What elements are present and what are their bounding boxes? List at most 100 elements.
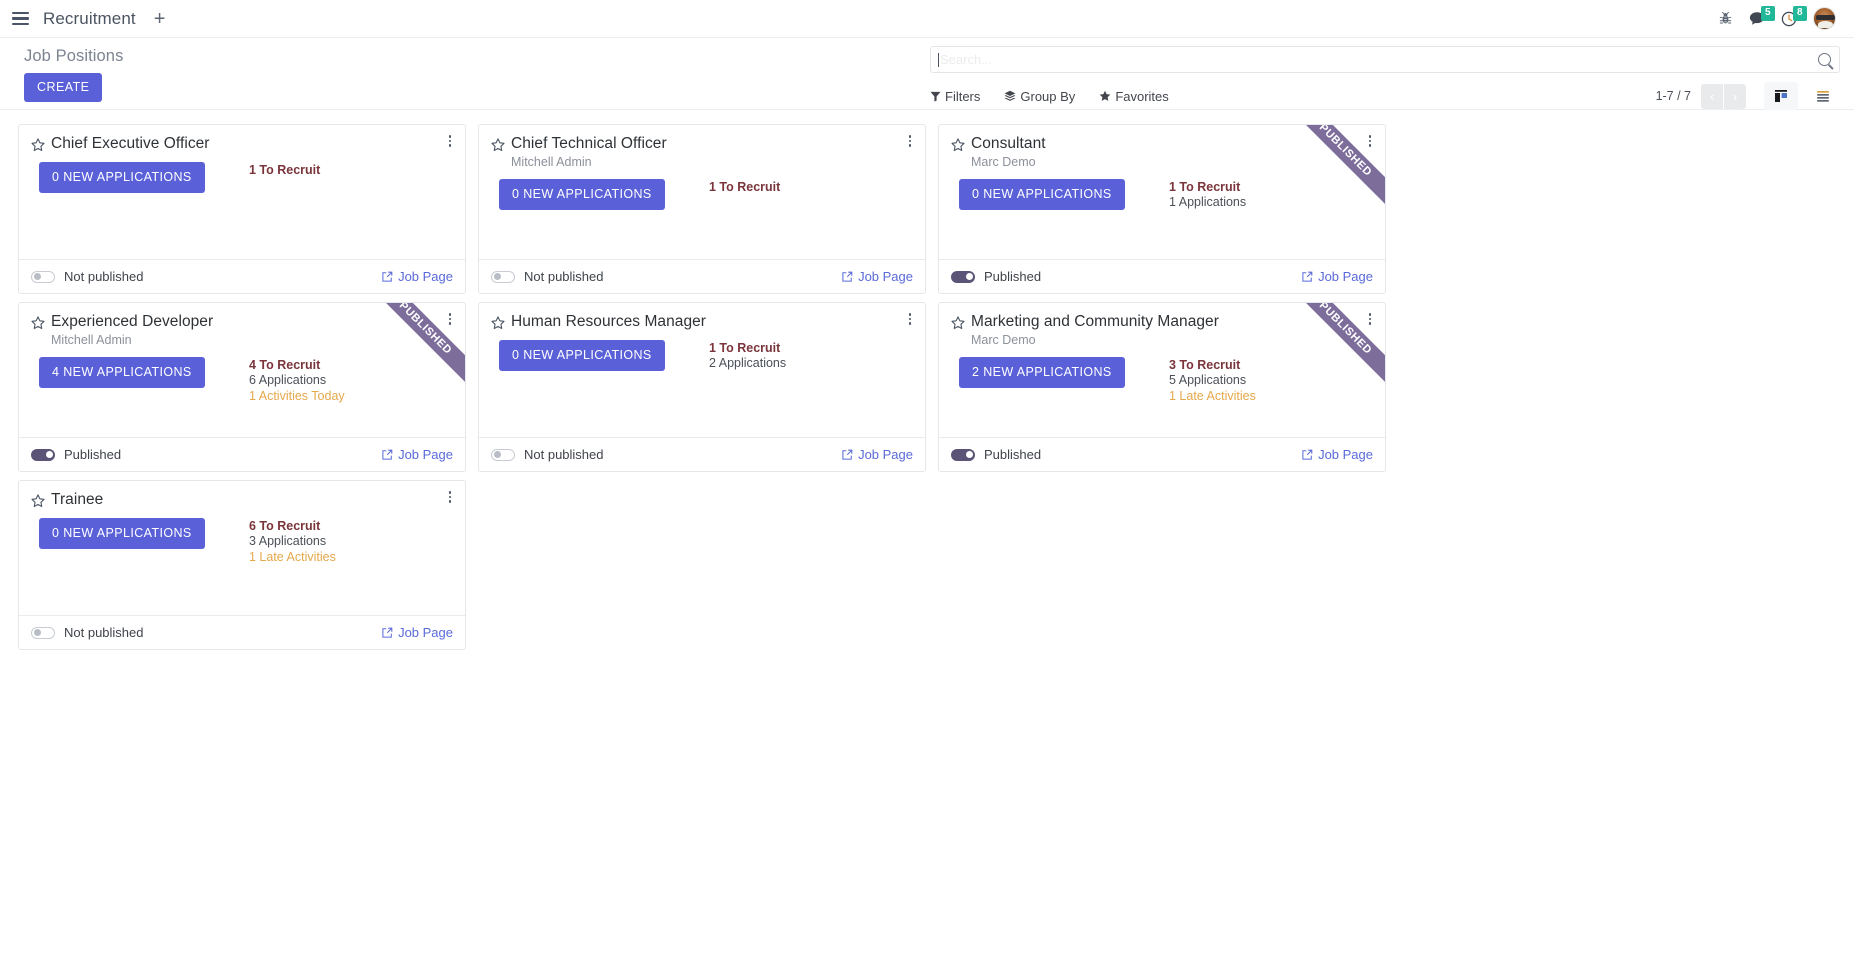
applications-stat[interactable]: 2 Applications bbox=[709, 356, 787, 371]
card-actions: 0 NEW APPLICATIONS bbox=[491, 178, 709, 210]
job-position-card-5[interactable]: PUBLISHED Marketing and Community Manage… bbox=[938, 302, 1386, 472]
card-content: 2 NEW APPLICATIONS 3 To Recruit 5 Applic… bbox=[951, 356, 1373, 405]
job-page-link[interactable]: Job Page bbox=[381, 625, 453, 640]
plus-icon[interactable]: + bbox=[153, 7, 166, 30]
list-view-button[interactable] bbox=[1806, 82, 1840, 110]
new-applications-button[interactable]: 0 NEW APPLICATIONS bbox=[499, 178, 665, 210]
card-menu-icon[interactable] bbox=[903, 133, 917, 149]
hamburger-icon[interactable] bbox=[12, 12, 29, 25]
navbar-left: Recruitment + bbox=[12, 9, 169, 29]
publish-label: Not published bbox=[524, 447, 604, 462]
publish-toggle[interactable] bbox=[491, 270, 515, 283]
card-menu-icon[interactable] bbox=[443, 489, 457, 505]
card-title: Trainee bbox=[51, 491, 104, 508]
to-recruit-stat[interactable]: 1 To Recruit bbox=[1169, 179, 1241, 194]
activities-stat[interactable]: 1 Late Activities bbox=[249, 550, 336, 565]
job-page-label: Job Page bbox=[398, 447, 453, 462]
job-page-link[interactable]: Job Page bbox=[1301, 447, 1373, 462]
job-position-card-4[interactable]: Human Resources Manager 0 NEW APPLICATIO… bbox=[478, 302, 926, 472]
new-applications-button[interactable]: 0 NEW APPLICATIONS bbox=[39, 161, 205, 193]
card-content: 0 NEW APPLICATIONS 6 To Recruit 3 Applic… bbox=[31, 517, 453, 566]
to-recruit-stat[interactable]: 3 To Recruit bbox=[1169, 357, 1241, 372]
favorite-star-icon[interactable] bbox=[951, 316, 965, 330]
new-applications-button[interactable]: 0 NEW APPLICATIONS bbox=[499, 339, 665, 371]
applications-stat[interactable]: 1 Applications bbox=[1169, 195, 1247, 210]
messages-icon[interactable]: 5 bbox=[1749, 6, 1775, 26]
job-position-card-6[interactable]: Trainee 0 NEW APPLICATIONS 6 To Recruit … bbox=[18, 480, 466, 650]
publish-toggle[interactable] bbox=[31, 448, 55, 461]
publish-toggle[interactable] bbox=[951, 448, 975, 461]
job-page-link[interactable]: Job Page bbox=[841, 269, 913, 284]
publish-toggle[interactable] bbox=[31, 270, 55, 283]
favorite-star-icon[interactable] bbox=[491, 316, 505, 330]
card-actions: 4 NEW APPLICATIONS bbox=[31, 356, 249, 405]
group-by-button[interactable]: Group By bbox=[1004, 89, 1075, 104]
card-body: Consultant Marc Demo 0 NEW APPLICATIONS … bbox=[939, 125, 1385, 259]
favorite-star-icon[interactable] bbox=[31, 316, 45, 330]
avatar[interactable] bbox=[1813, 7, 1836, 30]
card-content: 4 NEW APPLICATIONS 4 To Recruit 6 Applic… bbox=[31, 356, 453, 405]
pager-previous-button[interactable]: ‹ bbox=[1701, 83, 1723, 109]
to-recruit-stat[interactable]: 1 To Recruit bbox=[249, 162, 321, 177]
pager-next-button[interactable]: › bbox=[1724, 83, 1746, 109]
publish-toggle[interactable] bbox=[31, 626, 55, 639]
job-position-card-3[interactable]: PUBLISHED Experienced Developer Mitchell… bbox=[18, 302, 466, 472]
publish-toggle[interactable] bbox=[951, 270, 975, 283]
external-link-icon bbox=[1302, 271, 1313, 282]
to-recruit-stat[interactable]: 1 To Recruit bbox=[709, 179, 781, 194]
kanban-view-icon bbox=[1775, 90, 1787, 102]
new-applications-button[interactable]: 4 NEW APPLICATIONS bbox=[39, 356, 205, 388]
favorites-button[interactable]: Favorites bbox=[1099, 89, 1169, 104]
to-recruit-stat[interactable]: 4 To Recruit bbox=[249, 357, 321, 372]
card-menu-icon[interactable] bbox=[443, 133, 457, 149]
publish-label: Not published bbox=[64, 625, 144, 640]
activities-clock-icon[interactable]: 8 bbox=[1781, 5, 1807, 27]
applications-stat[interactable]: 3 Applications bbox=[249, 534, 327, 549]
job-page-link[interactable]: Job Page bbox=[381, 447, 453, 462]
job-page-link[interactable]: Job Page bbox=[841, 447, 913, 462]
card-menu-icon[interactable] bbox=[1363, 133, 1377, 149]
job-page-link[interactable]: Job Page bbox=[1301, 269, 1373, 284]
new-applications-button[interactable]: 0 NEW APPLICATIONS bbox=[959, 178, 1125, 210]
activities-stat[interactable]: 1 Activities Today bbox=[249, 389, 345, 404]
favorite-star-icon[interactable] bbox=[491, 138, 505, 152]
filters-button[interactable]: Filters bbox=[930, 89, 980, 104]
card-footer: Published Job Page bbox=[19, 437, 465, 471]
app-title[interactable]: Recruitment bbox=[43, 8, 136, 28]
card-menu-icon[interactable] bbox=[443, 311, 457, 327]
to-recruit-stat[interactable]: 1 To Recruit bbox=[709, 340, 781, 355]
publish-toggle[interactable] bbox=[491, 448, 515, 461]
job-position-card-0[interactable]: Chief Executive Officer 0 NEW APPLICATIO… bbox=[18, 124, 466, 294]
job-position-card-1[interactable]: Chief Technical Officer Mitchell Admin 0… bbox=[478, 124, 926, 294]
favorite-star-icon[interactable] bbox=[31, 138, 45, 152]
new-applications-button[interactable]: 0 NEW APPLICATIONS bbox=[39, 517, 205, 549]
job-position-card-2[interactable]: PUBLISHED Consultant Marc Demo 0 NEW APP… bbox=[938, 124, 1386, 294]
card-menu-icon[interactable] bbox=[903, 311, 917, 327]
search-icon[interactable] bbox=[1818, 53, 1831, 66]
card-content: 0 NEW APPLICATIONS 1 To Recruit 1 Applic… bbox=[951, 178, 1373, 211]
search-bar[interactable] bbox=[930, 46, 1840, 73]
new-applications-button[interactable]: 2 NEW APPLICATIONS bbox=[959, 356, 1125, 388]
breadcrumb: Job Positions bbox=[24, 47, 124, 65]
to-recruit-stat[interactable]: 6 To Recruit bbox=[249, 518, 321, 533]
applications-stat[interactable]: 6 Applications bbox=[249, 373, 327, 388]
job-page-link[interactable]: Job Page bbox=[381, 269, 453, 284]
publish-label: Published bbox=[64, 447, 122, 462]
bug-icon[interactable] bbox=[1718, 11, 1733, 26]
card-actions: 2 NEW APPLICATIONS bbox=[951, 356, 1169, 405]
activities-stat[interactable]: 1 Late Activities bbox=[1169, 389, 1256, 404]
favorite-star-icon[interactable] bbox=[31, 494, 45, 508]
kanban-view-button[interactable] bbox=[1764, 82, 1798, 110]
job-page-label: Job Page bbox=[858, 447, 913, 462]
control-panel: Job Positions CREATE Filters Group bbox=[0, 38, 1854, 110]
favorite-star-icon[interactable] bbox=[951, 138, 965, 152]
job-page-label: Job Page bbox=[858, 269, 913, 284]
publish-label: Not published bbox=[64, 269, 144, 284]
applications-stat[interactable]: 5 Applications bbox=[1169, 373, 1247, 388]
search-input[interactable] bbox=[940, 52, 1818, 67]
card-body: Marketing and Community Manager Marc Dem… bbox=[939, 303, 1385, 437]
create-button[interactable]: CREATE bbox=[24, 73, 103, 102]
card-header: Consultant bbox=[951, 135, 1373, 153]
filter-icon bbox=[930, 91, 941, 101]
card-menu-icon[interactable] bbox=[1363, 311, 1377, 327]
